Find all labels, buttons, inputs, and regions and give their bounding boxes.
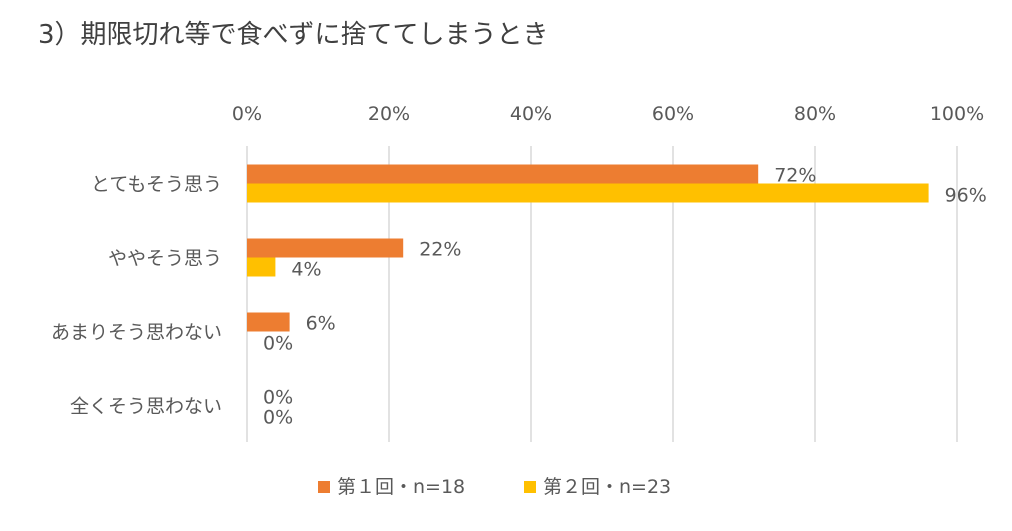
data-label: 6% (306, 313, 336, 335)
category-label: 全くそう思わない (70, 396, 222, 418)
legend-label: 第２回・n=23 (543, 476, 671, 498)
legend-swatch (524, 481, 536, 493)
x-tick-label: 0% (232, 103, 262, 125)
data-label: 72% (774, 165, 816, 187)
legend-label: 第１回・n=18 (337, 476, 465, 498)
chart-title: 3）期限切れ等で食べずに捨ててしまうとき (38, 20, 549, 50)
bar-2 (247, 183, 929, 203)
legend-swatch (318, 481, 330, 493)
data-label: 0% (263, 407, 293, 429)
x-tick-label: 20% (368, 103, 410, 125)
data-label: 96% (945, 185, 987, 207)
x-tick-label: 60% (652, 103, 694, 125)
data-label: 0% (263, 333, 293, 355)
data-label: 4% (291, 259, 321, 281)
category-label: とてもそう思う (91, 174, 222, 196)
bar-1 (247, 312, 290, 332)
data-label: 0% (263, 387, 293, 409)
x-tick-label: 40% (510, 103, 552, 125)
x-tick-label: 100% (930, 103, 984, 125)
x-tick-label: 80% (794, 103, 836, 125)
data-label: 22% (419, 239, 461, 261)
category-label: ややそう思う (108, 248, 222, 270)
category-label: あまりそう思わない (51, 322, 222, 344)
bar-1 (247, 238, 404, 258)
bar-2 (247, 257, 276, 277)
bar-1 (247, 164, 759, 184)
